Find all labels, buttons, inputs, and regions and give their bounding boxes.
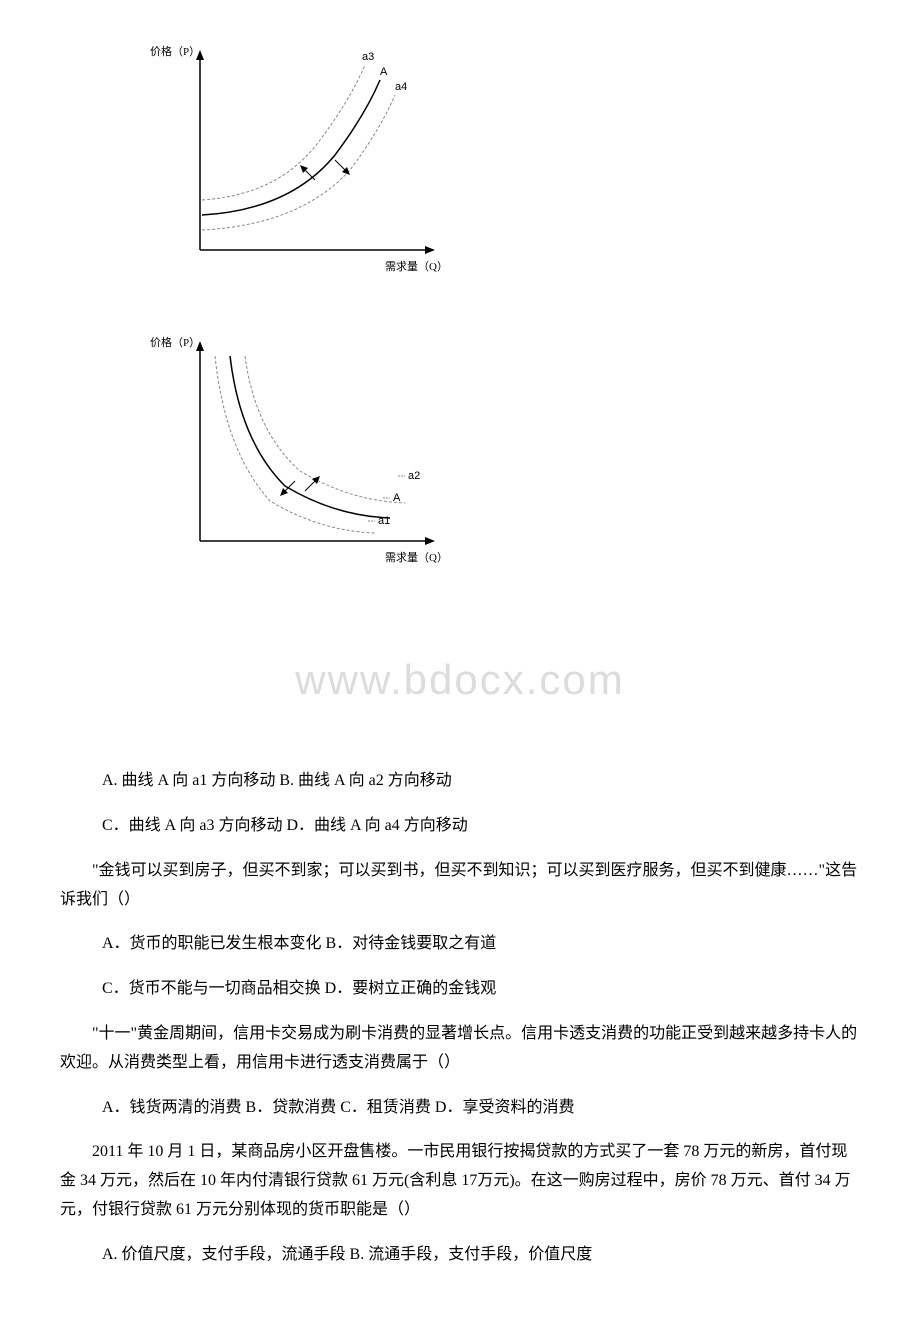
chart1-label-a3: a3 [362, 51, 374, 63]
q4-text: 2011 年 10 月 1 日，某商品房小区开盘售楼。一市民用银行按揭贷款的方式… [60, 1138, 860, 1224]
chart2-label-A: A [393, 492, 401, 504]
demand-curve-chart: 价格（P） 需求量（Q） a2 A a1 [140, 331, 460, 591]
supply-curve-chart: 价格（P） 需求量（Q） a3 A a4 [140, 40, 460, 300]
q2-text: "金钱可以买到房子，但买不到家；可以买到书，但买不到知识；可以买到医疗服务，但买… [60, 857, 860, 915]
q4-options-line1: A. 价值尺度，支付手段，流通手段 B. 流通手段，支付手段，价值尺度 [102, 1241, 860, 1270]
q1-options-line1: A. 曲线 A 向 a1 方向移动 B. 曲线 A 向 a2 方向移动 [102, 767, 860, 796]
chart2-x-label: 需求量（Q） [385, 551, 448, 564]
chart1-y-label: 价格（P） [150, 44, 200, 58]
q2-options-line2: C．货币不能与一切商品相交换 D．要树立正确的金钱观 [102, 975, 860, 1004]
chart2-label-a1: a1 [378, 515, 390, 527]
q3-text: "十一"黄金周期间，信用卡交易成为刷卡消费的显著增长点。信用卡透支消费的功能正受… [60, 1020, 860, 1078]
q2-options-line1: A．货币的职能已发生根本变化 B．对待金钱要取之有道 [102, 930, 860, 959]
chart-2-container: 价格（P） 需求量（Q） a2 A a1 [140, 331, 860, 602]
chart2-label-a2: a2 [408, 470, 420, 482]
watermark-text: www.bdocx.com [60, 642, 860, 718]
q1-options-line2: C．曲线 A 向 a3 方向移动 D．曲线 A 向 a4 方向移动 [102, 812, 860, 841]
chart1-label-A: A [380, 66, 388, 78]
chart2-y-label: 价格（P） [150, 335, 200, 349]
chart1-label-a4: a4 [395, 81, 407, 93]
chart1-x-label: 需求量（Q） [385, 260, 448, 273]
chart-1-container: 价格（P） 需求量（Q） a3 A a4 [140, 40, 860, 311]
q3-options-line1: A．钱货两清的消费 B．贷款消费 C．租赁消费 D．享受资料的消费 [102, 1094, 860, 1123]
